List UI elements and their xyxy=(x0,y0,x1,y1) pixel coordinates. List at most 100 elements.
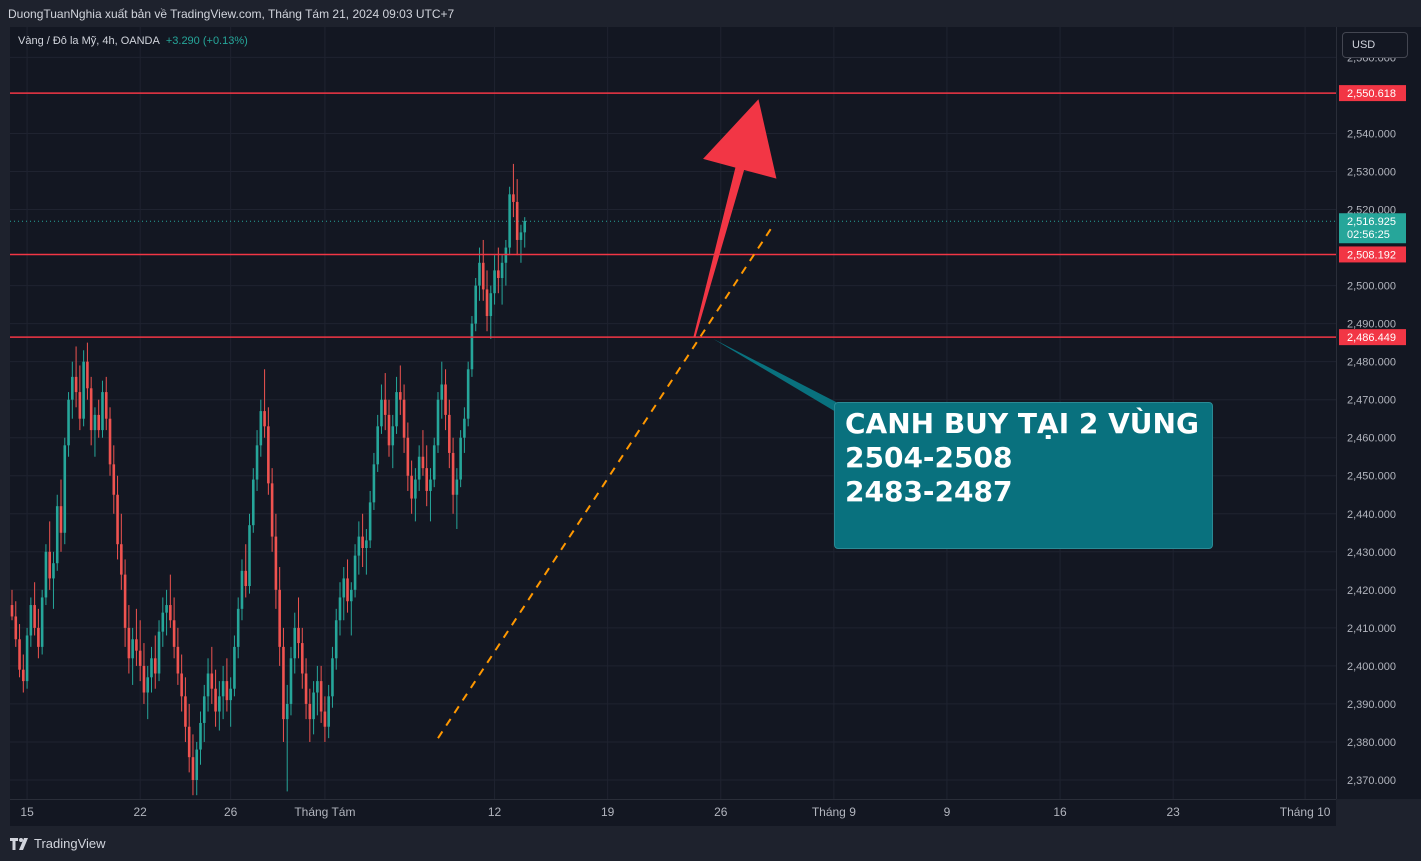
candle xyxy=(474,277,478,332)
candle-body xyxy=(142,665,146,693)
x-tick-label: Tháng Tám xyxy=(294,805,355,819)
candle-body xyxy=(350,589,353,602)
candle-body xyxy=(184,696,187,727)
annotation-callout[interactable]: CANH BUY TẠI 2 VÙNG 2504-2508 2483-2487 xyxy=(834,402,1213,549)
candle xyxy=(206,658,210,712)
y-tick-label: 2,400.000 xyxy=(1347,661,1396,673)
candle xyxy=(493,255,496,305)
candle xyxy=(300,627,304,689)
x-tick-label: 23 xyxy=(1166,805,1180,819)
x-tick-label: 15 xyxy=(20,805,34,819)
candle xyxy=(278,567,281,666)
candle-body xyxy=(455,479,459,495)
candle-body xyxy=(489,293,493,317)
candle xyxy=(327,684,330,739)
candle xyxy=(202,684,206,742)
candle xyxy=(504,239,508,286)
candle xyxy=(432,437,436,488)
annotation-line-1: CANH BUY TẠI 2 VÙNG xyxy=(845,407,1199,440)
candle xyxy=(334,608,338,670)
candle-body xyxy=(195,749,199,780)
candle xyxy=(89,376,93,446)
y-tick-label: 2,470.000 xyxy=(1347,395,1396,407)
grid-lines xyxy=(10,27,1336,799)
candle xyxy=(33,582,36,636)
candle-body xyxy=(180,673,183,697)
candle-body xyxy=(112,464,116,495)
candle-body xyxy=(169,605,172,621)
candle xyxy=(380,384,383,434)
candle xyxy=(135,608,138,666)
candle xyxy=(489,285,493,339)
candle-body xyxy=(421,456,425,469)
candle-body xyxy=(357,536,361,556)
candle-body xyxy=(383,399,387,415)
candle xyxy=(319,665,323,723)
candle-body xyxy=(101,392,104,431)
price-scale[interactable] xyxy=(1336,27,1421,799)
candle-body xyxy=(157,631,161,674)
y-tick-label: 2,540.000 xyxy=(1347,128,1396,140)
publisher-text: DuongTuanNghia xuất bản về TradingView.c… xyxy=(8,7,455,21)
candle-body xyxy=(312,692,315,720)
candle xyxy=(512,163,515,218)
candle xyxy=(25,627,29,689)
candle xyxy=(157,620,161,682)
candle xyxy=(248,513,251,594)
candle-body xyxy=(414,479,417,499)
candle-body xyxy=(240,570,244,609)
candle-body xyxy=(485,289,489,317)
candle xyxy=(78,365,82,431)
candle xyxy=(233,635,236,697)
candle xyxy=(97,399,101,438)
y-tick-label: 2,380.000 xyxy=(1347,737,1396,749)
candle xyxy=(365,528,368,575)
candle xyxy=(387,399,391,457)
candle-body xyxy=(323,711,327,727)
candle xyxy=(350,582,353,636)
tradingview-logo[interactable]: TradingView xyxy=(10,836,106,851)
candle-body xyxy=(293,627,297,659)
last-price-tag xyxy=(1339,213,1406,244)
y-tick-label: 2,430.000 xyxy=(1347,547,1396,559)
candle xyxy=(293,612,297,674)
candle xyxy=(338,582,342,636)
candle xyxy=(22,654,25,693)
candle xyxy=(282,627,285,742)
candles xyxy=(10,163,527,796)
candle xyxy=(59,479,63,552)
candle xyxy=(131,627,134,685)
footer: TradingView xyxy=(0,826,1421,861)
candle xyxy=(342,567,346,621)
candle xyxy=(29,597,33,647)
candle xyxy=(259,399,263,457)
candle xyxy=(285,684,289,792)
currency-button[interactable]: USD xyxy=(1342,32,1408,58)
candle-body xyxy=(14,616,18,640)
candle-body xyxy=(285,703,289,720)
candle xyxy=(289,646,293,716)
candle-body xyxy=(67,399,70,446)
candle xyxy=(82,350,85,427)
candle xyxy=(263,369,266,438)
candle-body xyxy=(353,555,357,590)
candle xyxy=(218,681,221,731)
time-scale[interactable] xyxy=(10,799,1336,826)
candle-body xyxy=(221,681,225,697)
candle-body xyxy=(187,726,191,758)
candle-body xyxy=(248,525,251,587)
candle-body xyxy=(417,456,421,480)
candle xyxy=(221,665,225,720)
candle xyxy=(55,494,59,571)
y-tick-label: 2,490.000 xyxy=(1347,319,1396,331)
candle-body xyxy=(236,608,240,647)
candle-body xyxy=(127,627,131,659)
candle-body xyxy=(176,646,180,674)
candle xyxy=(297,597,300,659)
candle-body xyxy=(497,270,500,278)
candle-body xyxy=(523,220,527,233)
target-arrow xyxy=(693,99,777,338)
candle xyxy=(172,597,176,659)
candle-body xyxy=(59,506,63,533)
candle-body xyxy=(399,392,402,400)
